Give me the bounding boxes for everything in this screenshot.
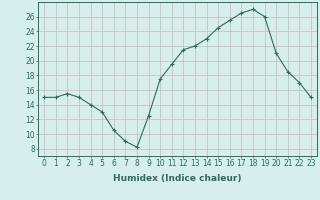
X-axis label: Humidex (Indice chaleur): Humidex (Indice chaleur)	[113, 174, 242, 183]
